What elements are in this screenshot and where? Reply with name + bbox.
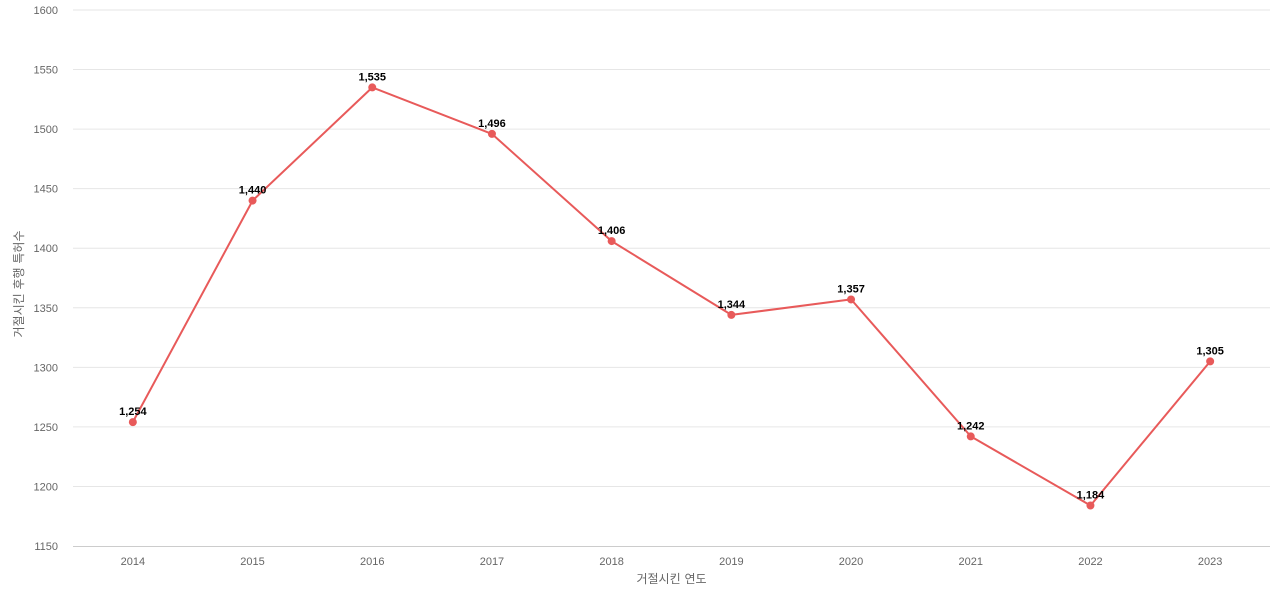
x-tick-label: 2020	[839, 556, 863, 568]
y-tick-label: 1500	[34, 124, 58, 136]
x-tick-label: 2016	[360, 556, 384, 568]
grid-lines	[73, 9, 1270, 487]
x-tick-label: 2022	[1078, 556, 1102, 568]
data-label: 1,406	[598, 225, 626, 237]
x-tick-label: 2019	[719, 556, 743, 568]
y-tick-label: 1400	[34, 243, 58, 255]
data-point[interactable]	[128, 418, 137, 427]
data-point[interactable]	[248, 196, 257, 205]
y-tick-label: 1450	[34, 184, 58, 196]
data-point[interactable]	[368, 83, 377, 92]
y-tick-label: 1550	[34, 65, 58, 77]
x-tick-label: 2015	[240, 556, 264, 568]
data-label: 1,535	[358, 71, 386, 83]
data-label: 1,344	[718, 299, 746, 311]
y-tick-label: 1150	[34, 541, 58, 553]
y-axis-ticks: 1150 1200 1250 1300 1350 1400 1450 1500 1550 1600	[34, 5, 58, 553]
data-labels: 1,254 1,440 1,535 1,496 1,406 1,344 1,357 1,242…	[119, 71, 1224, 501]
data-point[interactable]	[847, 295, 856, 304]
data-point[interactable]	[966, 432, 975, 441]
x-tick-label: 2021	[959, 556, 983, 568]
y-tick-label: 1350	[34, 303, 58, 315]
data-point[interactable]	[1086, 501, 1095, 510]
data-label: 1,496	[478, 118, 506, 130]
data-label: 1,242	[957, 420, 985, 432]
x-tick-label: 2014	[121, 556, 145, 568]
data-point[interactable]	[1206, 357, 1215, 366]
series-group	[128, 83, 1215, 510]
y-tick-label: 1300	[34, 362, 58, 374]
data-label: 1,357	[837, 283, 865, 295]
x-tick-label: 2018	[599, 556, 623, 568]
x-axis-title: 거절시킨 연도	[636, 572, 706, 586]
data-label: 1,254	[119, 406, 147, 418]
y-tick-label: 1250	[34, 422, 58, 434]
data-label: 1,305	[1196, 345, 1224, 357]
data-point[interactable]	[487, 129, 496, 138]
y-tick-label: 1600	[34, 5, 58, 17]
x-tick-label: 2017	[480, 556, 504, 568]
data-label: 1,184	[1077, 490, 1105, 502]
y-axis-title: 거절시킨 후행 특허수	[11, 231, 26, 338]
x-tick-label: 2023	[1198, 556, 1222, 568]
series-line	[131, 86, 1211, 507]
data-point[interactable]	[727, 310, 736, 319]
x-axis-ticks: 2014 2015 2016 2017 2018 2019 2020 2021 2022 2023	[121, 556, 1223, 568]
data-label: 1,440	[239, 185, 267, 197]
y-tick-label: 1200	[34, 481, 58, 493]
data-point[interactable]	[607, 237, 616, 246]
